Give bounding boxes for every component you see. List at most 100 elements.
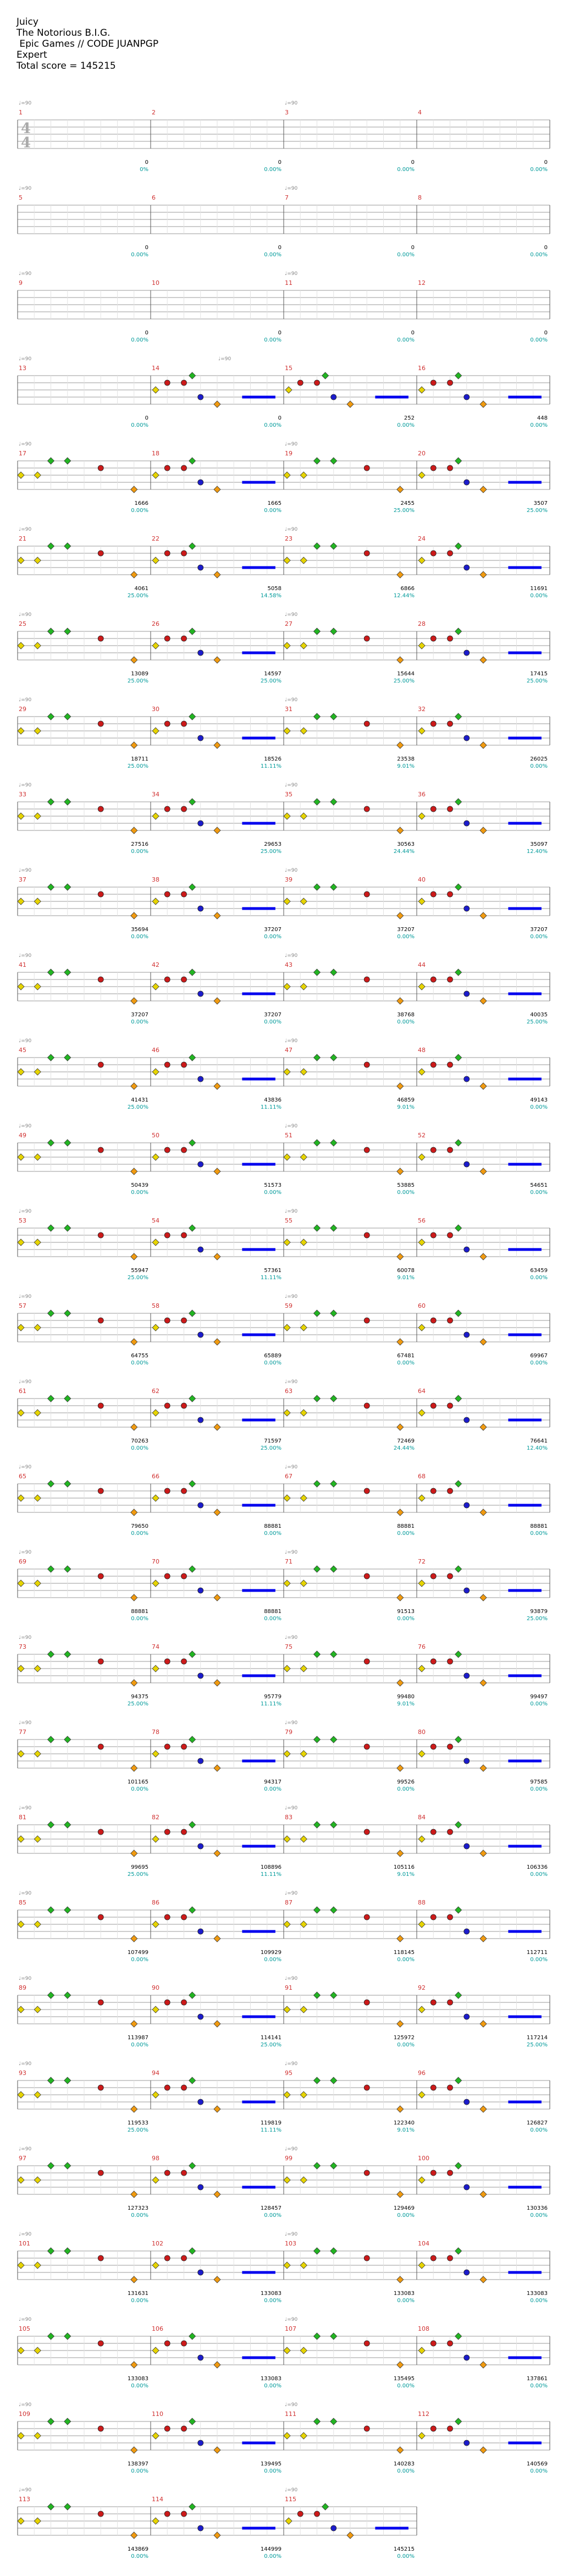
snare-note <box>363 1573 370 1579</box>
tom-note <box>197 820 204 827</box>
measure-number: 115 <box>285 2496 296 2503</box>
hihat-note <box>418 1494 426 1502</box>
kick-note <box>396 2446 404 2454</box>
cymbal-note <box>47 1224 55 1232</box>
cymbal-note <box>47 1821 55 1829</box>
tom-note <box>463 1843 470 1850</box>
kick-note <box>130 2446 138 2454</box>
snare-note <box>447 379 453 386</box>
snare-note <box>181 806 187 812</box>
measure-percent: 0.00% <box>530 422 548 428</box>
cymbal-note <box>455 628 462 635</box>
kick-note <box>396 1509 404 1516</box>
kick-note <box>479 1082 487 1090</box>
cymbal-note <box>64 1480 71 1488</box>
snare-note <box>97 1317 104 1324</box>
kick-note <box>396 2361 404 2369</box>
hihat-note <box>300 471 307 479</box>
cymbal-note <box>455 1991 462 1999</box>
staff-row <box>17 375 550 405</box>
measure-percent: 24.44% <box>394 1445 415 1451</box>
measure-number: 101 <box>19 2240 30 2247</box>
sustain-tail <box>242 1930 275 1933</box>
cymbal-note <box>64 2332 71 2340</box>
tempo-marker: ♩=90 <box>285 2317 298 2322</box>
measure-percent: 0.00% <box>131 1786 148 1792</box>
tempo-marker: ♩=90 <box>19 1379 32 1385</box>
measure-number: 93 <box>19 2069 26 2077</box>
kick-note <box>396 2276 404 2283</box>
hihat-note <box>34 2176 41 2184</box>
hihat-note <box>17 2432 25 2440</box>
tempo-marker: ♩=90 <box>19 1124 32 1129</box>
snare-note <box>447 1147 453 1153</box>
hihat-note <box>418 642 426 649</box>
hihat-note <box>34 1239 41 1246</box>
measure-score: 140569 <box>527 2461 548 2467</box>
kick-note <box>479 1594 487 1601</box>
snare-note <box>164 806 170 812</box>
snare-note <box>363 976 370 983</box>
measure-number: 92 <box>418 1984 426 1991</box>
measure-number: 110 <box>152 2410 163 2418</box>
measure-number: 100 <box>418 2155 429 2162</box>
kick-note <box>479 1253 487 1261</box>
kick-note <box>396 2105 404 2113</box>
measure-number: 91 <box>285 1984 292 1991</box>
snare-note <box>363 1488 370 1494</box>
hihat-note <box>152 2006 159 2013</box>
staff-row <box>17 290 550 320</box>
measure-score: 0 <box>145 159 148 166</box>
hihat-note <box>300 1324 307 1331</box>
kick-note <box>130 2190 138 2198</box>
tempo-marker: ♩=90 <box>285 186 298 191</box>
snare-note <box>181 1061 187 1068</box>
snare-note <box>97 2084 104 2091</box>
snare-note <box>363 2340 370 2347</box>
hihat-note <box>34 898 41 905</box>
kick-note <box>130 2361 138 2369</box>
cymbal-note <box>313 1480 321 1488</box>
measure-score: 0 <box>544 330 548 336</box>
measure-score: 448 <box>537 415 548 421</box>
cymbal-note <box>47 968 55 976</box>
cymbal-note <box>189 628 196 635</box>
sustain-tail <box>242 1163 275 1166</box>
kick-note <box>213 827 221 834</box>
measure-number: 41 <box>19 961 26 968</box>
tom-note <box>463 1161 470 1168</box>
kick-note <box>396 2190 404 2198</box>
sustain-tail <box>508 2100 542 2104</box>
snare-note <box>97 1061 104 1068</box>
cymbal-note <box>64 1736 71 1743</box>
tempo-marker: ♩=90 <box>19 2487 32 2493</box>
tempo-marker: ♩=90 <box>19 442 32 447</box>
cymbal-note <box>313 1906 321 1914</box>
cymbal-note <box>64 1224 71 1232</box>
kick-note <box>213 2020 221 2028</box>
measure-percent: 0.00% <box>397 337 415 343</box>
cymbal-note <box>47 1139 55 1147</box>
tempo-marker: ♩=90 <box>285 101 298 106</box>
staff-row <box>17 631 550 660</box>
snare-note <box>164 1573 170 1579</box>
kick-note <box>396 1935 404 1942</box>
kick-note <box>479 656 487 664</box>
measure-percent: 0.00% <box>264 1190 282 1196</box>
snare-note <box>430 806 437 812</box>
cymbal-note <box>330 713 338 720</box>
tom-note <box>197 1587 204 1594</box>
measure-number: 55 <box>285 1217 292 1224</box>
sustain-tail <box>242 651 275 654</box>
measure-number: 106 <box>152 2325 163 2332</box>
measure-number: 12 <box>418 279 426 287</box>
measure-score: 37207 <box>530 927 548 933</box>
measure-score: 131631 <box>128 2291 148 2297</box>
tom-note <box>197 1502 204 1509</box>
staff-row <box>17 1398 550 1428</box>
measure-number: 112 <box>418 2410 429 2418</box>
measure-number: 44 <box>418 961 426 968</box>
snare-note <box>181 1573 187 1579</box>
sustain-tail <box>242 1077 275 1081</box>
measure-percent: 12.40% <box>527 849 548 855</box>
